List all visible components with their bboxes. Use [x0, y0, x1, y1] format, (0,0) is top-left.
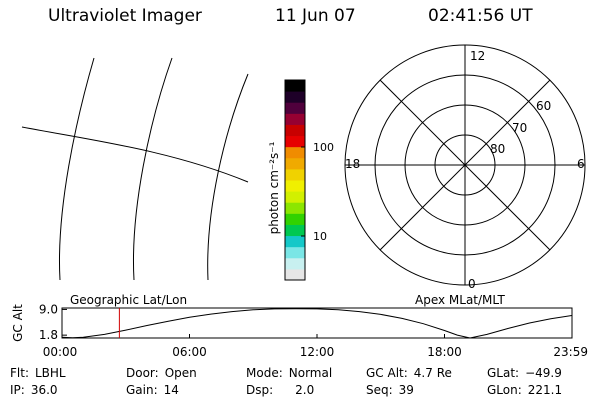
timeline-right-caption: Apex MLat/MLT — [415, 293, 505, 307]
latitude-line-1 — [21, 126, 249, 183]
status-filter: Flt: LBHL — [10, 366, 66, 380]
colorbar-tick-100: 100 — [313, 141, 334, 154]
observation-date: 11 Jun 07 — [275, 6, 356, 26]
status-gain: Gain: 14 — [126, 383, 179, 397]
timeline-y-tick-label: 1.8 — [39, 328, 58, 342]
status-glon: GLon: 221.1 — [487, 383, 563, 397]
timeline-x-tick-label: 18:00 — [427, 345, 462, 359]
timeline-x-tick-label: 00:00 — [43, 345, 78, 359]
intensity-colorbar — [285, 80, 305, 281]
timeline-x-tick-label: 12:00 — [300, 345, 335, 359]
timeline-left-caption: Geographic Lat/Lon — [70, 293, 187, 307]
mlt-label-6: 6 — [577, 157, 585, 171]
colorbar-segment — [285, 91, 305, 103]
longitude-line-1 — [59, 57, 95, 281]
polar-diagonal-2 — [379, 79, 551, 251]
mlat-label-80: 80 — [490, 142, 505, 156]
colorbar-segment — [285, 168, 305, 181]
altitude-timeline: 1.8 9.0 — [39, 302, 572, 342]
colorbar-segment — [285, 180, 305, 192]
status-glat: GLat: −49.9 — [487, 366, 562, 380]
mlt-label-18: 18 — [345, 157, 360, 171]
mlat-label-60: 60 — [536, 99, 551, 113]
colorbar-segment — [285, 146, 305, 159]
observation-time: 02:41:56 UT — [428, 6, 533, 26]
status-door: Door: Open — [126, 366, 197, 380]
colorbar-segment — [285, 257, 305, 270]
status-gc-alt: GC Alt: 4.7 Re — [366, 366, 452, 380]
longitude-line-2 — [133, 57, 173, 281]
colorbar-segment — [285, 102, 305, 114]
colorbar-segment — [285, 235, 305, 248]
timeline-x-tick-label: 23:59 — [553, 345, 588, 359]
mlt-label-12: 12 — [470, 49, 485, 63]
colorbar-segment — [285, 191, 305, 203]
colorbar-tick-10: 10 — [313, 230, 327, 243]
longitude-line-3 — [207, 73, 249, 281]
geographic-grid-panel — [21, 57, 249, 281]
timeline-y-tick-label: 9.0 — [39, 302, 58, 316]
colorbar-segment — [285, 246, 305, 259]
timeline-y-axis-label: GC Alt — [11, 304, 25, 342]
mlt-label-0: 0 — [468, 277, 476, 291]
colorbar-ticks — [301, 146, 305, 237]
status-seq: Seq: 39 — [366, 383, 414, 397]
colorbar-segment — [285, 202, 305, 214]
timeline-x-ticks: 00:00 06:00 12:00 18:00 23:59 — [43, 334, 588, 359]
colorbar-segment — [285, 157, 305, 170]
colorbar-frame — [284, 79, 306, 281]
mlat-label-70: 70 — [512, 121, 527, 135]
colorbar-segment — [285, 224, 305, 237]
colorbar-segment — [285, 113, 305, 125]
colorbar-unit-label: photon cm⁻²s⁻¹ — [267, 141, 281, 234]
status-mode: Mode: Normal — [246, 366, 333, 380]
polar-plot — [344, 44, 586, 286]
colorbar-segment — [285, 268, 305, 281]
colorbar-segment — [285, 80, 305, 92]
status-dsp: Dsp: 2.0 — [246, 383, 315, 397]
colorbar-segment — [285, 124, 305, 137]
instrument-title: Ultraviolet Imager — [48, 6, 202, 26]
timeline-frame — [61, 307, 573, 339]
altitude-series-line — [61, 308, 572, 339]
timeline-x-tick-label: 06:00 — [172, 345, 207, 359]
status-ip: IP: 36.0 — [10, 383, 58, 397]
colorbar-segment — [285, 213, 305, 225]
colorbar-segment — [285, 135, 305, 148]
